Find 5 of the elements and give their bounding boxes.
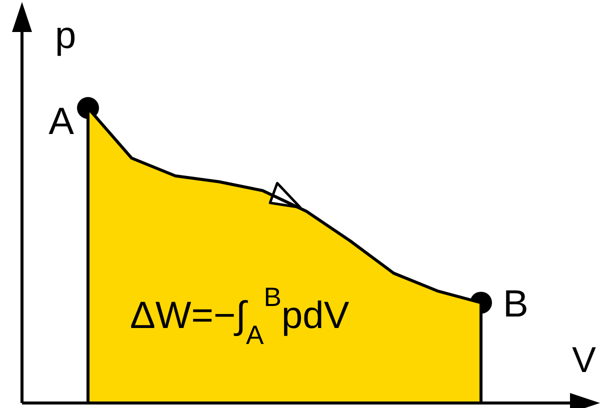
- x-axis-title: V: [572, 339, 596, 380]
- text: B: [503, 284, 528, 326]
- y-axis-title: p: [55, 15, 76, 57]
- annotation: ΔW=−∫$_{A}$$^{B}$pdV: [130, 282, 350, 350]
- annotation: A: [48, 101, 75, 143]
